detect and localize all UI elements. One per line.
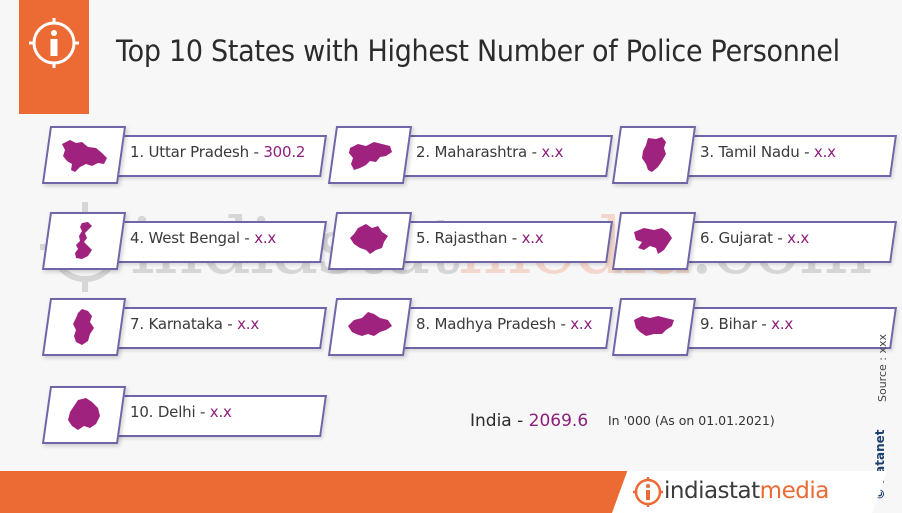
state-label: 3. Tamil Nadu - x.x — [700, 143, 836, 161]
state-label: 7. Karnataka - x.x — [130, 315, 260, 333]
state-card: 9. Bihar - x.x — [611, 298, 898, 356]
info-tab — [19, 0, 89, 114]
footer: indiastatmedia — [0, 471, 888, 513]
state-card: 8. Madhya Pradesh - x.x — [327, 298, 614, 356]
state-value: x.x — [771, 315, 794, 333]
info-icon — [29, 18, 79, 68]
indiastat-logo-text: indiastatmedia — [664, 478, 829, 504]
state-value: x.x — [521, 229, 544, 247]
state-value: x.x — [813, 143, 836, 161]
page-title: Top 10 States with Highest Number of Pol… — [116, 34, 840, 68]
state-value: x.x — [541, 143, 564, 161]
state-card: 3. Tamil Nadu - x.x — [611, 126, 898, 184]
maharashtra-map-icon — [349, 142, 392, 170]
india-total-value: 2069.6 — [528, 411, 589, 431]
state-card: 1. Uttar Pradesh - 300.2 — [41, 126, 328, 184]
gujarat-map-icon — [634, 228, 672, 254]
state-value: x.x — [254, 229, 277, 247]
indiastat-logo-icon — [633, 477, 663, 507]
rajasthan-map-icon — [350, 224, 388, 254]
state-card: 4. West Bengal - x.x — [41, 212, 328, 270]
karnataka-map-icon — [73, 309, 94, 345]
source-text: Source : xxx — [876, 333, 889, 402]
state-label: 4. West Bengal - x.x — [130, 229, 277, 247]
state-label: 5. Rajasthan - x.x — [416, 229, 544, 247]
madhya-pradesh-map-icon — [348, 312, 392, 336]
uttar-pradesh-map-icon — [62, 140, 107, 172]
state-card: 10. Delhi - x.x — [41, 386, 328, 444]
state-value: x.x — [570, 315, 593, 333]
state-value: x.x — [209, 403, 232, 421]
state-value: x.x — [787, 229, 810, 247]
state-card: 7. Karnataka - x.x — [41, 298, 328, 356]
tamil-nadu-map-icon — [642, 137, 666, 172]
state-card: 6. Gujarat - x.x — [611, 212, 898, 270]
state-label: 8. Madhya Pradesh - x.x — [416, 315, 593, 333]
west-bengal-map-icon — [75, 222, 92, 259]
state-value: 300.2 — [263, 143, 306, 161]
unit-note: In '000 (As on 01.01.2021) — [608, 413, 775, 428]
state-card: 5. Rajasthan - x.x — [327, 212, 614, 270]
delhi-map-icon — [68, 398, 100, 430]
state-label: 10. Delhi - x.x — [130, 403, 232, 421]
state-label: 1. Uttar Pradesh - 300.2 — [130, 143, 306, 161]
state-value: x.x — [237, 315, 260, 333]
state-label: 9. Bihar - x.x — [700, 315, 794, 333]
india-total: India - 2069.6 — [470, 411, 589, 431]
state-card: 2. Maharashtra - x.x — [327, 126, 614, 184]
bihar-map-icon — [634, 316, 674, 336]
state-label: 2. Maharashtra - x.x — [416, 143, 564, 161]
state-label: 6. Gujarat - x.x — [700, 229, 810, 247]
